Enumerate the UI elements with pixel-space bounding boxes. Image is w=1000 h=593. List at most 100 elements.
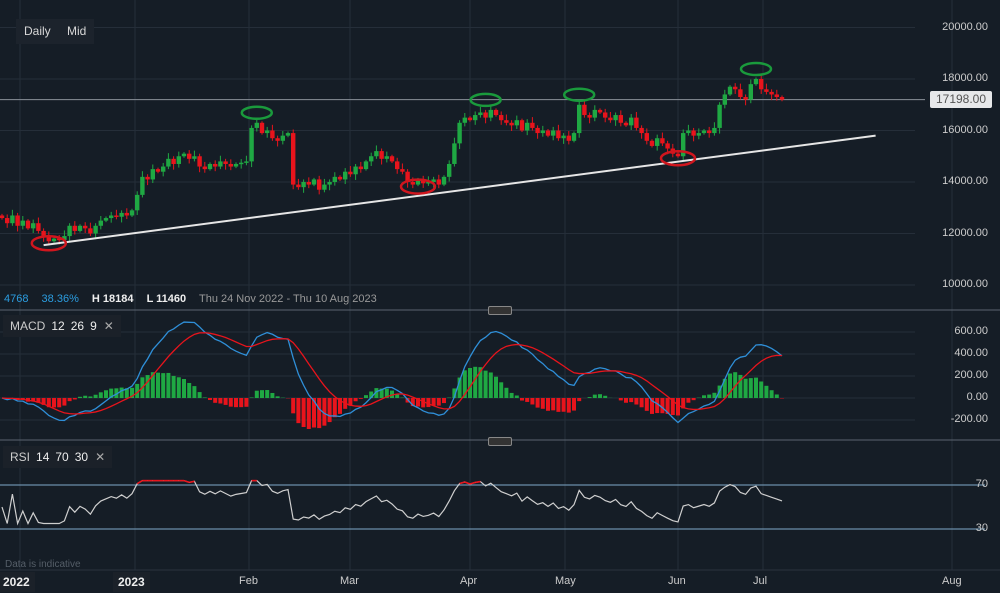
price-type-button[interactable]: Mid (59, 19, 95, 44)
macd-histogram-bar (754, 377, 758, 398)
candle (150, 169, 155, 180)
macd-histogram-bar (135, 383, 140, 398)
macd-histogram-bar (197, 392, 202, 398)
macd-histogram-bar (291, 398, 296, 414)
candle (473, 115, 478, 121)
macd-histogram-bar (239, 398, 244, 408)
macd-histogram-bar (171, 375, 176, 398)
macd-param: 9 (90, 319, 97, 333)
macd-histogram-bar (384, 388, 389, 398)
candle (20, 220, 25, 226)
close-icon[interactable]: ✕ (103, 319, 114, 333)
candle (400, 169, 405, 172)
macd-histogram-bar (156, 372, 160, 398)
candle (384, 156, 389, 159)
macd-histogram-bar (249, 397, 254, 398)
candle (540, 130, 545, 134)
macd-histogram-bar (499, 382, 504, 398)
candle (717, 104, 722, 128)
candle (457, 122, 462, 144)
macd-histogram-bar (691, 398, 696, 401)
candle (77, 225, 83, 231)
candle (660, 138, 665, 144)
macd-histogram-bar (639, 398, 644, 408)
macd-histogram-bar (473, 366, 478, 398)
macd-histogram-bar (520, 398, 524, 401)
candle (759, 79, 764, 90)
candle (145, 176, 150, 180)
candle (405, 171, 410, 182)
candle (327, 182, 332, 185)
macd-histogram-bar (52, 398, 56, 408)
candle (478, 112, 483, 116)
pane-resize-handle[interactable] (488, 306, 512, 315)
candle (337, 176, 343, 180)
high-value: H 18184 (91, 293, 134, 305)
macd-histogram-bar (260, 390, 264, 398)
macd-histogram-bar (566, 398, 571, 413)
candle (467, 117, 473, 121)
pane-resize-handle[interactable] (488, 437, 512, 446)
macd-histogram-bar (416, 398, 420, 407)
rsi-overbought-segment (475, 480, 481, 484)
macd-histogram-bar (223, 398, 228, 405)
candle (306, 182, 311, 185)
macd-histogram-bar (530, 398, 535, 405)
candle (51, 238, 57, 242)
macd-histogram-bar (348, 398, 353, 406)
high-circle-annotation (469, 92, 502, 108)
candle (135, 194, 140, 211)
macd-histogram-bar (244, 398, 249, 407)
candle (259, 122, 265, 134)
macd-legend[interactable]: MACD 12 26 9 ✕ (3, 315, 121, 337)
macd-histogram-bar (192, 386, 197, 398)
macd-histogram-bar (234, 398, 238, 408)
candle (733, 86, 738, 90)
candle (395, 161, 400, 170)
rsi-legend[interactable]: RSI 14 70 30 ✕ (3, 446, 113, 468)
rsi-overbought-segment (136, 479, 143, 485)
interval-button[interactable]: Daily (16, 19, 59, 44)
macd-histogram-bar (598, 394, 602, 398)
time-axis-label: Aug (942, 575, 962, 587)
candle (192, 156, 197, 159)
macd-histogram-bar (109, 388, 114, 398)
macd-histogram-bar (364, 395, 368, 398)
macd-histogram-bar (629, 398, 634, 403)
macd-histogram-bar (707, 394, 712, 398)
candle (218, 161, 223, 167)
candle (275, 138, 280, 141)
candle (171, 158, 176, 164)
candle (738, 89, 743, 98)
macd-histogram-bar (546, 398, 550, 411)
candle (504, 120, 509, 123)
macd-histogram-bar (759, 381, 764, 398)
macd-histogram-bar (660, 398, 665, 414)
candle (114, 215, 119, 217)
candle (556, 130, 561, 139)
macd-histogram-bar (379, 388, 384, 398)
price-tick-label: 10000.00 (942, 278, 988, 290)
candle (270, 130, 275, 139)
macd-histogram-bar (686, 398, 691, 403)
candle (155, 169, 161, 172)
candle (15, 215, 20, 226)
change-value: 4768 (4, 293, 29, 305)
candle (5, 218, 10, 224)
low-circle-annotation (399, 178, 437, 195)
macd-histogram-bar (561, 398, 566, 412)
macd-histogram-bar (728, 373, 732, 398)
macd-histogram-bar (187, 382, 192, 398)
macd-histogram-bar (748, 378, 753, 398)
macd-histogram-bar (182, 378, 186, 398)
candle (644, 133, 649, 141)
price-tick-label: 18000.00 (942, 72, 988, 84)
macd-histogram-bar (301, 398, 306, 428)
candle (592, 109, 597, 118)
close-icon[interactable]: ✕ (95, 450, 106, 464)
macd-histogram-bar (514, 395, 519, 398)
candle (129, 210, 135, 216)
candle (779, 97, 785, 100)
candle (291, 133, 296, 185)
